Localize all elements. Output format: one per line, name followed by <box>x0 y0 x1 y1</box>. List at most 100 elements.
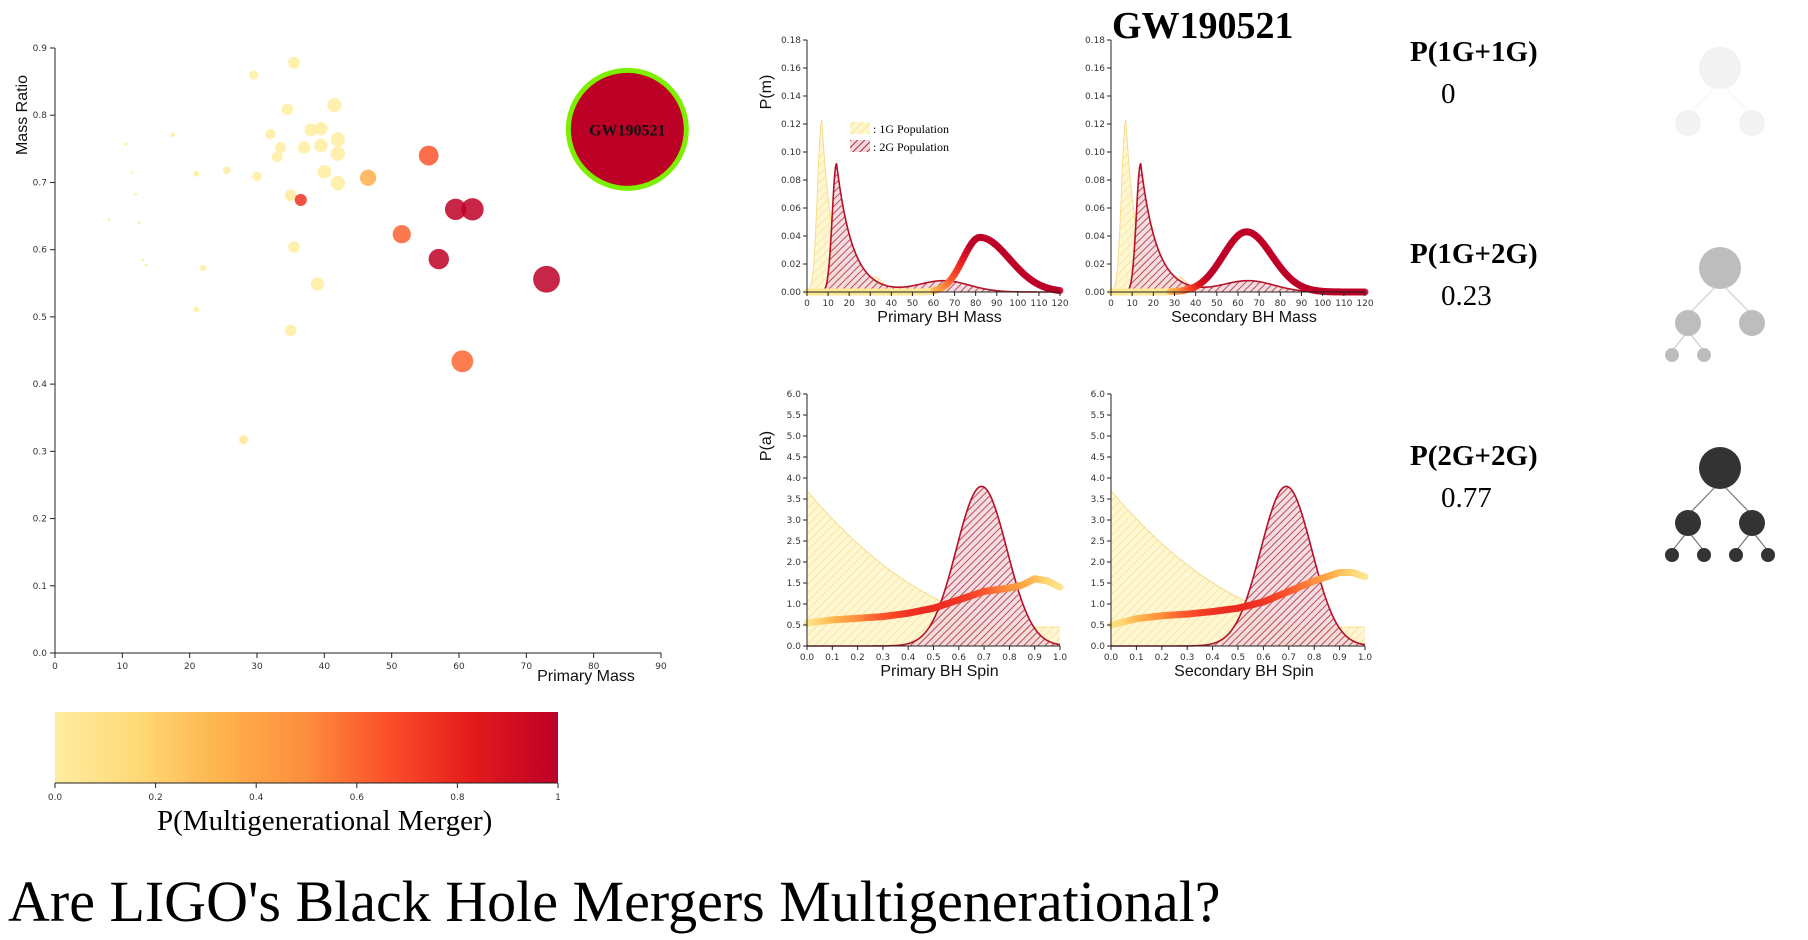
scatter-point[interactable] <box>137 221 141 225</box>
panel-x-tick-label: 60 <box>1232 299 1244 309</box>
panel-y-tick-label: 1.5 <box>787 579 801 589</box>
scatter-point[interactable] <box>297 141 311 154</box>
scatter-point[interactable] <box>252 171 262 182</box>
panel-x-tick-label: 120 <box>1051 299 1068 309</box>
panel-y-tick-label: 3.0 <box>787 516 802 526</box>
panel-y-tick-label: 5.5 <box>1091 411 1105 421</box>
scatter-point[interactable] <box>294 193 307 207</box>
scatter-x-tick-label: 60 <box>453 662 465 672</box>
tree-grandchild-node <box>1697 548 1711 562</box>
scatter-point[interactable] <box>327 98 342 113</box>
panel-x-tick-label: 120 <box>1356 299 1373 309</box>
scatter-point[interactable] <box>314 121 328 136</box>
scatter-point[interactable] <box>284 324 297 337</box>
panel-x-tick-label: 0.7 <box>1282 653 1296 663</box>
scatter-point[interactable] <box>284 189 297 202</box>
scatter-point[interactable] <box>533 265 560 293</box>
scatter-point[interactable] <box>144 263 148 267</box>
panel-y-tick-label: 0.0 <box>787 642 802 652</box>
scatter-point[interactable] <box>451 350 474 373</box>
panel-y-tick-label: 2.0 <box>787 558 802 568</box>
scatter-point[interactable] <box>248 70 259 80</box>
scatter-point[interactable] <box>265 128 276 140</box>
scatter-point[interactable] <box>199 264 207 272</box>
scatter-point[interactable] <box>271 151 283 163</box>
panel-y-tick-label: 0.5 <box>787 621 801 631</box>
scatter-point[interactable] <box>170 132 176 138</box>
panel-y-tick-label: 3.5 <box>1091 495 1105 505</box>
scatter-point[interactable] <box>461 198 484 221</box>
scatter-point[interactable] <box>130 170 134 174</box>
panel-y-tick-label: 0.12 <box>1085 120 1105 130</box>
colorbar-tick-label: 0.4 <box>249 793 264 803</box>
panel-y-tick-label: 0.10 <box>781 148 801 158</box>
panel-x-tick-label: 0.4 <box>1205 653 1220 663</box>
scatter-point[interactable] <box>275 141 287 153</box>
tree-root-node <box>1699 247 1741 289</box>
scatter-point-highlight[interactable] <box>565 67 689 191</box>
scatter-y-tick-label: 0.6 <box>33 246 48 256</box>
tree-child-node <box>1675 310 1701 336</box>
legend-entry-2g: : 2G Population <box>873 140 949 154</box>
panel-x-tick-label: 40 <box>886 299 898 309</box>
scatter-point[interactable] <box>392 225 411 244</box>
panel-x-tick-label: 0.2 <box>850 653 864 663</box>
primary-mass-panel: 0.00 0.02 0.04 0.06 0.08 0.10 0.12 0.14 0.16 0.18… <box>758 36 1069 326</box>
panel-y-tick-label: 1.0 <box>1091 600 1106 610</box>
scatter-point[interactable] <box>428 248 449 270</box>
scatter-x-tick-label: 70 <box>521 662 533 672</box>
scatter-point[interactable] <box>193 306 200 313</box>
panel-x-tick-label: 80 <box>1275 299 1287 309</box>
colorbar: 0.0 0.2 0.4 0.6 0.8 1 <box>48 712 561 803</box>
scatter-point[interactable] <box>314 138 328 153</box>
tree-child-node <box>1739 510 1765 536</box>
scatter-point[interactable] <box>418 145 439 166</box>
panel-y-tick-label: 3.5 <box>787 495 801 505</box>
scatter-point[interactable] <box>124 142 128 146</box>
scatter-y-tick-label: 0.8 <box>33 111 48 121</box>
scatter-point[interactable] <box>330 146 345 161</box>
panel-x-tick-label: 0 <box>1108 299 1114 309</box>
posterior-segment <box>1053 582 1064 591</box>
scatter-point[interactable] <box>193 170 200 177</box>
panel-y-tick-label: 0.06 <box>1085 204 1105 214</box>
panel-x-tick-label: 30 <box>1169 299 1181 309</box>
scatter-point[interactable] <box>330 132 345 147</box>
scatter-point[interactable] <box>311 277 325 291</box>
scatter-point[interactable] <box>360 169 377 186</box>
scatter-point[interactable] <box>134 193 138 197</box>
scatter-x-ticks: 0 10 20 30 40 50 60 70 80 90 <box>52 653 667 672</box>
tree-grandchild-node <box>1665 348 1679 362</box>
panel-x-tick-label: 0.0 <box>800 653 815 663</box>
scatter-point[interactable] <box>141 258 145 262</box>
panel-y-tick-label: 0.16 <box>781 64 801 74</box>
panel-x-tick-label: 0.7 <box>977 653 991 663</box>
scatter-point[interactable] <box>288 241 300 253</box>
scatter-point[interactable] <box>330 175 345 191</box>
panel-y-tick-label: 0.02 <box>781 260 801 270</box>
prob-2g2g-value: 0.77 <box>1441 482 1492 514</box>
tree-child-node <box>1739 310 1765 336</box>
scatter-point[interactable] <box>239 435 248 445</box>
scatter-y-ticks: 0.0 0.1 0.2 0.3 0.4 0.5 0.6 0.7 0.8 0.9 <box>33 44 55 659</box>
scatter-point[interactable] <box>288 56 300 69</box>
panel-y-label: P(a) <box>758 431 775 461</box>
panel-x-tick-label: 100 <box>1009 299 1026 309</box>
tree-grandchild-node <box>1761 548 1775 562</box>
scatter-point[interactable] <box>107 217 111 221</box>
panel-x-tick-label: 110 <box>1335 299 1352 309</box>
scatter-point[interactable] <box>281 103 293 115</box>
scatter-point[interactable] <box>444 198 467 221</box>
scatter-y-tick-label: 0.0 <box>33 649 48 659</box>
scatter-point[interactable] <box>222 166 231 175</box>
colorbar-gradient <box>55 712 558 783</box>
panel-y-tick-label: 3.0 <box>1091 516 1106 526</box>
tree-root-node <box>1699 447 1741 489</box>
tree-root-node <box>1699 47 1741 89</box>
panel-y-tick-label: 5.0 <box>1091 432 1106 442</box>
panel-y-tick-label: 0.12 <box>781 120 801 130</box>
panel-y-tick-label: 0.06 <box>781 204 801 214</box>
scatter-point[interactable] <box>304 123 318 137</box>
panel-x-tick-label: 50 <box>1211 299 1223 309</box>
scatter-point[interactable] <box>317 164 332 179</box>
